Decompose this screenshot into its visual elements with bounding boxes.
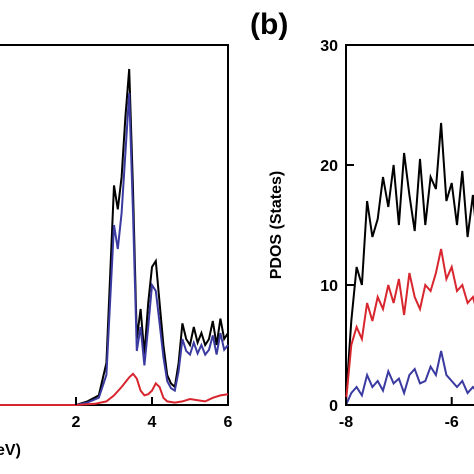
panel-a-series-1-line bbox=[0, 92, 229, 406]
panel-a-series-group bbox=[0, 68, 229, 406]
panel-b-series-2-line bbox=[345, 350, 474, 406]
panel-a-x-tick-label: 2 bbox=[72, 414, 81, 431]
panel-b-y-tick-label: 20 bbox=[320, 158, 338, 175]
panel-a-series-2-line bbox=[0, 372, 229, 406]
panel-b-frame bbox=[345, 44, 474, 406]
panel-b-series-0-line bbox=[345, 122, 474, 400]
panel-a: 2 4 6 eV) bbox=[0, 44, 233, 459]
panel-b-y-ticks: 0 10 20 30 bbox=[320, 38, 354, 415]
panel-b-y-axis-title: PDOS (States) bbox=[268, 171, 285, 279]
panel-b-y-tick-label: 0 bbox=[329, 398, 338, 415]
panel-b-series-1-line bbox=[345, 248, 474, 402]
panel-b-y-tick-label: 30 bbox=[320, 38, 338, 55]
panel-a-frame bbox=[0, 44, 229, 406]
panel-b-x-tick-label: -8 bbox=[339, 414, 353, 431]
panel-a-x-tick-label: 6 bbox=[224, 414, 233, 431]
panel-b: (b) 0 10 20 30 -8 -6 PDOS (States) bbox=[250, 8, 474, 431]
panel-a-x-axis-title: eV) bbox=[0, 442, 21, 459]
panel-b-x-tick-label: -6 bbox=[445, 414, 459, 431]
panel-b-series-group bbox=[345, 122, 474, 406]
panel-a-series-0-line bbox=[0, 68, 229, 406]
panel-a-x-tick-label: 4 bbox=[148, 414, 157, 431]
panel-b-label: (b) bbox=[250, 8, 288, 41]
panel-a-x-ticks: 2 4 6 bbox=[72, 397, 233, 431]
panel-b-x-ticks: -8 -6 bbox=[339, 397, 459, 431]
panel-b-y-tick-label: 10 bbox=[320, 278, 338, 295]
